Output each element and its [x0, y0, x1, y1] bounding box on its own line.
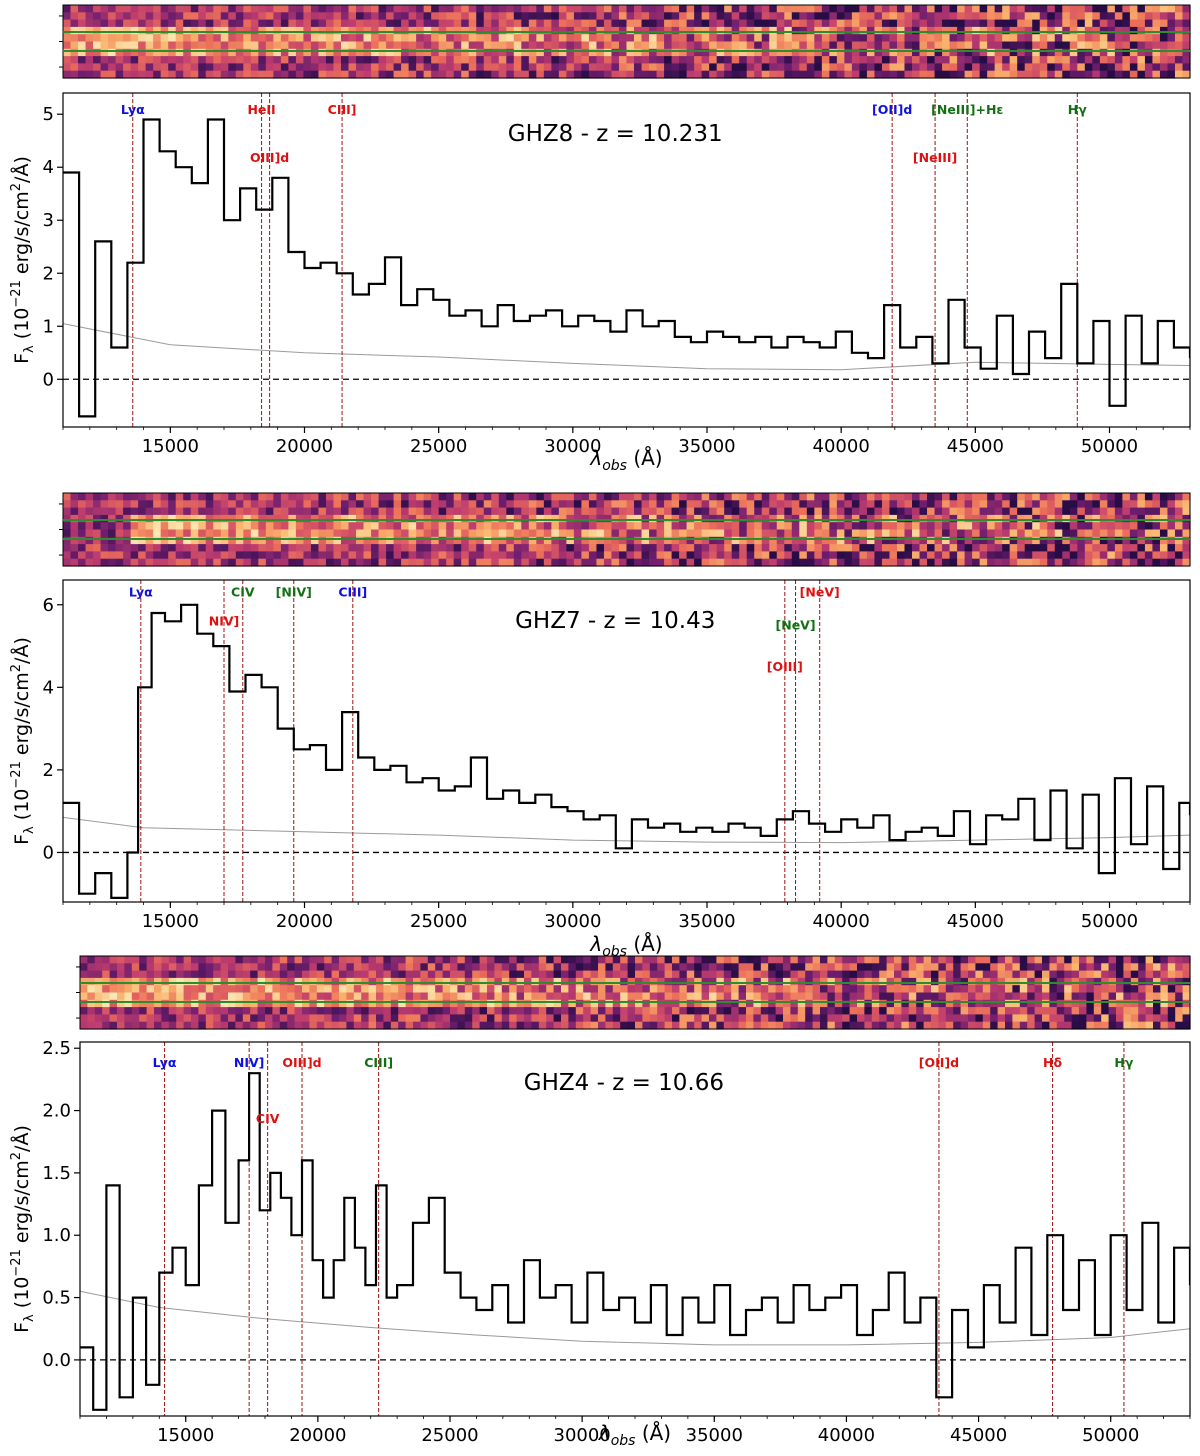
plot-area — [63, 580, 1190, 902]
x-tick-label: 30000 — [544, 436, 601, 457]
error-spectrum — [63, 323, 1190, 371]
x-tick-label: 50000 — [1081, 911, 1138, 932]
y-tick-label: 1 — [43, 316, 54, 337]
x-tick-label: 45000 — [947, 911, 1004, 932]
spectrum-2d-strip — [76, 955, 1191, 1030]
emission-line-label: CIV — [256, 1111, 280, 1126]
emission-line-label: OIII]d — [282, 1055, 321, 1070]
emission-line-label: Lyα — [153, 1055, 177, 1070]
emission-line-label: [OIII] — [767, 659, 803, 674]
y-axis-label: Fλ (10−21 erg/s/cm2/Å) — [9, 1125, 37, 1333]
plot-area — [80, 1042, 1190, 1416]
x-tick-label: 35000 — [678, 911, 735, 932]
emission-line-label: NIV] — [209, 613, 240, 628]
spectrum-panel-1: Lyα HeII OIII]d CIII] [OII]d [NeIII] [NeIII]+H… — [9, 4, 1191, 474]
panel-title: GHZ4 - z = 10.66 — [524, 1070, 724, 1096]
x-tick-label: 40000 — [818, 1425, 875, 1446]
flux-spectrum — [80, 1072, 1190, 1411]
flux-spectrum — [63, 118, 1190, 418]
error-spectrum — [80, 1290, 1190, 1346]
x-tick-label: 15000 — [142, 436, 199, 457]
y-tick-label: 4 — [43, 677, 54, 698]
y-tick-label: 2 — [43, 263, 54, 284]
y-tick-label: 0.5 — [42, 1288, 71, 1309]
y-tick-label: 6 — [43, 595, 54, 616]
x-tick-label: 45000 — [947, 436, 1004, 457]
emission-line-label: OIII]d — [250, 150, 289, 165]
emission-line-label: [NeIII]+Hε — [931, 102, 1003, 117]
x-tick-label: 20000 — [276, 911, 333, 932]
emission-line-label: Lyα — [121, 102, 145, 117]
emission-line-label: CIV — [231, 585, 255, 600]
emission-line-label: [NeIII] — [913, 150, 957, 165]
error-spectrum — [63, 816, 1190, 844]
emission-line-label: [OII]d — [919, 1055, 959, 1070]
spectrum-2d-strip — [59, 492, 1191, 567]
x-tick-label: 50000 — [1081, 436, 1138, 457]
plot-area — [63, 93, 1190, 427]
spectrum-panel-3: Lyα NIV] CIV OIII]d CIII] [OII]d Hδ Hγ GHZ4 - z … — [9, 955, 1191, 1449]
x-axis-label: λobs (Å) — [598, 1421, 671, 1449]
y-tick-label: 0.0 — [42, 1350, 71, 1371]
x-tick-label: 25000 — [410, 436, 467, 457]
x-tick-label: 35000 — [678, 436, 735, 457]
x-tick-label: 15000 — [157, 1425, 214, 1446]
emission-line-label: [NeV] — [776, 618, 816, 633]
y-tick-label: 1.0 — [42, 1225, 71, 1246]
emission-line-label: HeII — [247, 102, 275, 117]
emission-line-label: Hγ — [1114, 1055, 1133, 1070]
emission-line-label: [NeV] — [800, 585, 840, 600]
x-tick-label: 20000 — [276, 436, 333, 457]
y-axis-label: Fλ (10−21 erg/s/cm2/Å) — [9, 156, 37, 364]
x-tick-label: 30000 — [544, 911, 601, 932]
x-tick-label: 40000 — [813, 911, 870, 932]
y-tick-label: 0 — [43, 369, 54, 390]
x-tick-label: 25000 — [410, 911, 467, 932]
y-tick-label: 1.5 — [42, 1163, 71, 1184]
y-tick-label: 4 — [43, 157, 54, 178]
spectrum-2d-strip — [59, 4, 1191, 79]
y-tick-label: 2 — [43, 760, 54, 781]
x-tick-label: 25000 — [421, 1425, 478, 1446]
emission-line-label: CIII] — [364, 1055, 393, 1070]
emission-line-label: Hδ — [1043, 1055, 1062, 1070]
emission-line-label: CIII] — [338, 585, 367, 600]
x-tick-label: 20000 — [289, 1425, 346, 1446]
y-tick-label: 5 — [43, 104, 54, 125]
x-axis-label: λobs (Å) — [589, 446, 662, 474]
x-tick-label: 45000 — [950, 1425, 1007, 1446]
emission-line-label: [OII]d — [872, 102, 912, 117]
y-tick-label: 2.0 — [42, 1101, 71, 1122]
y-tick-label: 0 — [43, 842, 54, 863]
x-tick-label: 15000 — [142, 911, 199, 932]
emission-line-label: NIV] — [234, 1055, 265, 1070]
x-tick-label: 40000 — [813, 436, 870, 457]
spectrum-panel-2: Lyα NIV] CIV [NIV] CIII] [OIII] [NeV] [NeV] GHZ7… — [9, 492, 1191, 960]
x-tick-label: 35000 — [686, 1425, 743, 1446]
flux-spectrum — [63, 603, 1190, 899]
y-tick-label: 3 — [43, 210, 54, 231]
y-axis-label: Fλ (10−21 erg/s/cm2/Å) — [9, 637, 37, 845]
panel-title: GHZ8 - z = 10.231 — [508, 121, 723, 147]
emission-line-label: Hγ — [1068, 102, 1087, 117]
panel-title: GHZ7 - z = 10.43 — [515, 608, 715, 634]
emission-line-label: Lyα — [129, 585, 153, 600]
emission-line-label: [NIV] — [276, 585, 312, 600]
x-tick-label: 50000 — [1082, 1425, 1139, 1446]
x-tick-label: 30000 — [554, 1425, 611, 1446]
emission-line-label: CIII] — [328, 102, 357, 117]
y-tick-label: 2.5 — [42, 1038, 71, 1059]
